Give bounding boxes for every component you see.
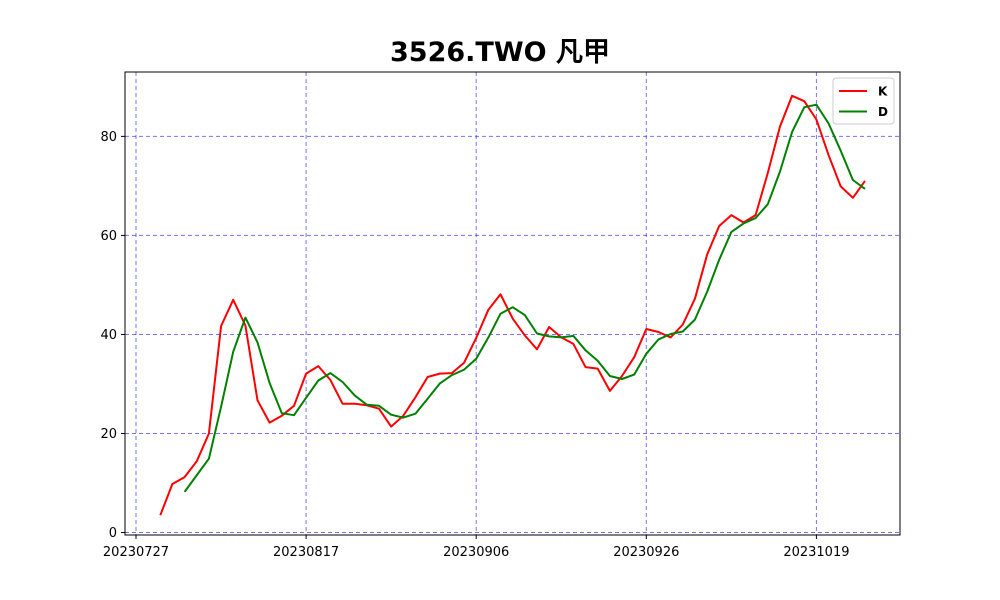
series-line-k [159, 94, 866, 516]
x-tick-label: 20230926 [613, 545, 679, 560]
plot-frame [124, 71, 901, 536]
tick-layer: 0 20 40 60 80 20230727 20230817 20230906 2023092… [100, 130, 849, 560]
legend: KD [832, 77, 895, 125]
legend-label-k: K [878, 85, 888, 99]
y-tick-label: 40 [100, 328, 117, 343]
legend-label-d: D [878, 105, 888, 119]
y-tick-label: 20 [100, 427, 117, 442]
y-tick-label: 0 [109, 526, 117, 541]
y-tick-label: 60 [100, 229, 117, 244]
x-tick-label: 20231019 [783, 545, 849, 560]
series-layer [159, 94, 866, 516]
series-line-d [183, 103, 866, 493]
x-tick-label: 20230817 [273, 545, 339, 560]
grid-layer [125, 72, 900, 535]
y-tick-label: 80 [100, 130, 117, 145]
x-tick-label: 20230906 [443, 545, 509, 560]
x-tick-label: 20230727 [103, 545, 169, 560]
chart-title: 3526.TWO 凡甲 [390, 37, 610, 68]
